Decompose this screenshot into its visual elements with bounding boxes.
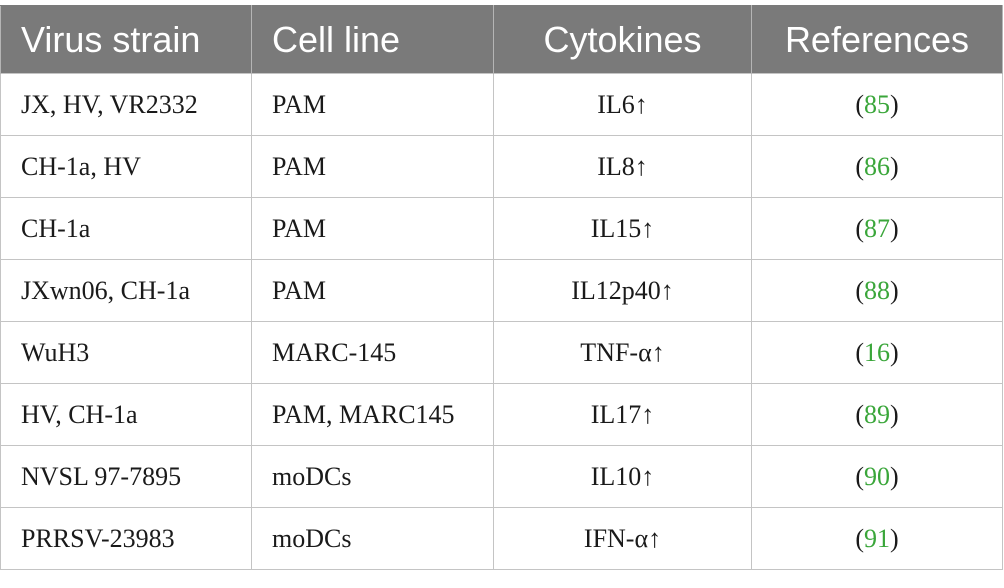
reference-link[interactable]: 90 — [864, 461, 890, 491]
reference-cell: (90) — [751, 445, 1003, 508]
reference-link[interactable]: 88 — [864, 275, 890, 305]
reference-link[interactable]: 91 — [864, 523, 890, 553]
cell-line-cell: PAM — [251, 259, 494, 322]
cell-line-cell: MARC-145 — [251, 321, 494, 384]
header-cytokines: Cytokines — [493, 5, 752, 74]
table-row: PRRSV-23983 moDCs IFN-α↑ (91) — [0, 507, 1003, 570]
virus-strain-cell: CH-1a, HV — [0, 135, 252, 198]
virus-strain-cell: NVSL 97-7895 — [0, 445, 252, 508]
cytokine-cell: IL15↑ — [493, 197, 752, 260]
table-row: NVSL 97-7895 moDCs IL10↑ (90) — [0, 445, 1003, 508]
table-row: JXwn06, CH-1a PAM IL12p40↑ (88) — [0, 259, 1003, 322]
table-row: CH-1a, HV PAM IL8↑ (86) — [0, 135, 1003, 198]
virus-strain-cell: WuH3 — [0, 321, 252, 384]
reference-cell: (88) — [751, 259, 1003, 322]
header-cell-line: Cell line — [251, 5, 494, 74]
cytokine-table: Virus strain Cell line Cytokines Referen… — [0, 5, 1003, 570]
virus-strain-cell: JX, HV, VR2332 — [0, 73, 252, 136]
reference-link[interactable]: 16 — [864, 337, 890, 367]
cytokine-cell: IL8↑ — [493, 135, 752, 198]
cell-line-cell: PAM — [251, 73, 494, 136]
header-references: References — [751, 5, 1003, 74]
virus-strain-cell: CH-1a — [0, 197, 252, 260]
cytokine-cell: IFN-α↑ — [493, 507, 752, 570]
virus-strain-cell: PRRSV-23983 — [0, 507, 252, 570]
cell-line-cell: moDCs — [251, 507, 494, 570]
cell-line-cell: PAM, MARC145 — [251, 383, 494, 446]
table-row: JX, HV, VR2332 PAM IL6↑ (85) — [0, 73, 1003, 136]
table-row: WuH3 MARC-145 TNF-α↑ (16) — [0, 321, 1003, 384]
cell-line-cell: PAM — [251, 135, 494, 198]
reference-link[interactable]: 87 — [864, 213, 890, 243]
cytokine-cell: TNF-α↑ — [493, 321, 752, 384]
reference-cell: (16) — [751, 321, 1003, 384]
reference-cell: (91) — [751, 507, 1003, 570]
reference-link[interactable]: 86 — [864, 151, 890, 181]
header-virus-strain: Virus strain — [0, 5, 252, 74]
reference-link[interactable]: 89 — [864, 399, 890, 429]
reference-cell: (87) — [751, 197, 1003, 260]
cytokine-cell: IL12p40↑ — [493, 259, 752, 322]
cell-line-cell: moDCs — [251, 445, 494, 508]
reference-cell: (85) — [751, 73, 1003, 136]
cell-line-cell: PAM — [251, 197, 494, 260]
cytokine-cell: IL17↑ — [493, 383, 752, 446]
table-row: CH-1a PAM IL15↑ (87) — [0, 197, 1003, 260]
virus-strain-cell: HV, CH-1a — [0, 383, 252, 446]
virus-strain-cell: JXwn06, CH-1a — [0, 259, 252, 322]
reference-cell: (89) — [751, 383, 1003, 446]
reference-cell: (86) — [751, 135, 1003, 198]
reference-link[interactable]: 85 — [864, 89, 890, 119]
cytokine-cell: IL6↑ — [493, 73, 752, 136]
table-row: HV, CH-1a PAM, MARC145 IL17↑ (89) — [0, 383, 1003, 446]
header-row: Virus strain Cell line Cytokines Referen… — [0, 5, 1003, 74]
cytokine-cell: IL10↑ — [493, 445, 752, 508]
